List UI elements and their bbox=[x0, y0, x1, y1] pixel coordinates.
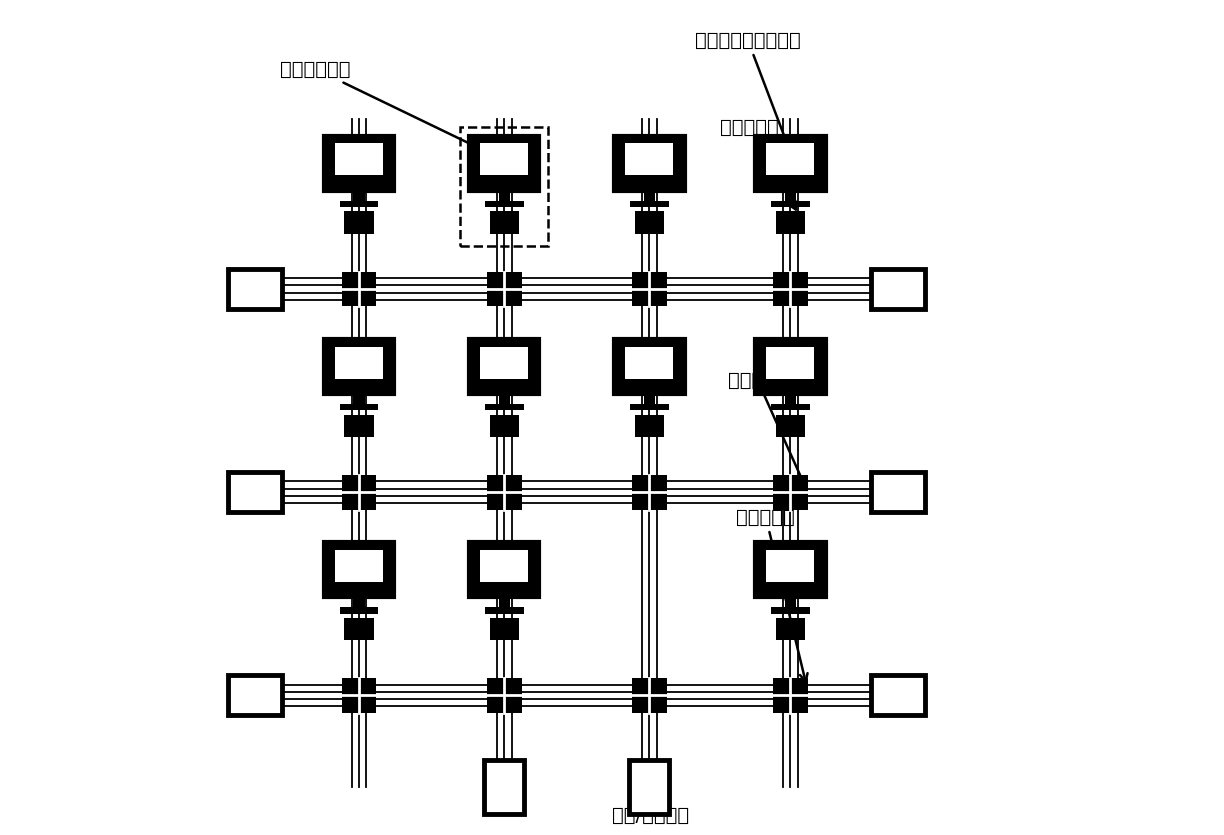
Text: 连接切换器: 连接切换器 bbox=[728, 371, 805, 487]
Bar bbox=[480, 550, 528, 582]
Bar bbox=[630, 200, 668, 207]
Bar bbox=[776, 618, 805, 640]
Bar bbox=[469, 542, 540, 597]
Bar bbox=[341, 678, 377, 713]
Bar bbox=[632, 678, 667, 713]
Bar bbox=[344, 618, 373, 640]
Bar bbox=[614, 339, 684, 394]
Bar bbox=[776, 211, 805, 234]
Bar bbox=[771, 607, 810, 614]
Bar bbox=[324, 542, 394, 597]
Bar bbox=[229, 676, 283, 716]
Bar bbox=[644, 394, 655, 404]
Bar bbox=[755, 542, 825, 597]
Bar bbox=[766, 550, 814, 582]
Bar bbox=[487, 475, 521, 509]
Bar bbox=[772, 271, 808, 306]
Bar bbox=[630, 404, 668, 411]
Bar bbox=[772, 475, 808, 509]
Text: 可配置逻辑块: 可配置逻辑块 bbox=[280, 59, 491, 154]
Bar bbox=[335, 144, 383, 175]
Bar bbox=[755, 136, 825, 190]
Bar bbox=[344, 415, 373, 438]
Bar bbox=[498, 190, 510, 200]
Bar bbox=[490, 415, 519, 438]
Bar bbox=[771, 404, 810, 411]
Bar bbox=[339, 200, 378, 207]
Bar bbox=[485, 607, 524, 614]
Text: 多路选择器: 多路选择器 bbox=[720, 118, 796, 210]
Bar bbox=[644, 190, 655, 200]
Bar bbox=[766, 347, 814, 378]
Bar bbox=[771, 200, 810, 207]
Bar bbox=[629, 760, 670, 813]
Bar bbox=[341, 271, 377, 306]
Bar bbox=[632, 271, 667, 306]
Bar bbox=[335, 347, 383, 378]
Bar bbox=[490, 211, 519, 234]
Bar bbox=[485, 404, 524, 411]
Bar bbox=[871, 676, 925, 716]
Bar bbox=[632, 475, 667, 509]
Bar bbox=[485, 200, 524, 207]
Bar bbox=[229, 269, 283, 309]
Bar bbox=[460, 128, 548, 246]
Bar bbox=[487, 678, 521, 713]
Bar bbox=[614, 136, 684, 190]
Bar bbox=[480, 347, 528, 378]
Bar bbox=[469, 136, 540, 190]
Bar bbox=[871, 269, 925, 309]
Bar bbox=[485, 760, 524, 813]
Bar bbox=[766, 144, 814, 175]
Bar bbox=[324, 136, 394, 190]
Bar bbox=[354, 394, 365, 404]
Bar bbox=[635, 211, 663, 234]
Bar bbox=[339, 607, 378, 614]
Bar bbox=[229, 473, 283, 512]
Bar bbox=[344, 211, 373, 234]
Bar bbox=[490, 618, 519, 640]
Bar bbox=[354, 190, 365, 200]
Bar bbox=[625, 347, 673, 378]
Bar bbox=[341, 475, 377, 509]
Bar bbox=[776, 415, 805, 438]
Bar bbox=[772, 678, 808, 713]
Bar bbox=[354, 597, 365, 607]
Bar bbox=[335, 550, 383, 582]
Bar bbox=[498, 394, 510, 404]
Text: 输入/输出模块: 输入/输出模块 bbox=[612, 792, 689, 825]
Bar bbox=[785, 394, 796, 404]
Bar bbox=[498, 597, 510, 607]
Bar bbox=[871, 473, 925, 512]
Bar bbox=[785, 597, 796, 607]
Bar bbox=[755, 339, 825, 394]
Text: 基于查找表的逻辑块: 基于查找表的逻辑块 bbox=[695, 31, 800, 147]
Bar bbox=[487, 271, 521, 306]
Bar bbox=[469, 339, 540, 394]
Bar bbox=[324, 339, 394, 394]
Text: 内建连接线: 内建连接线 bbox=[737, 508, 808, 681]
Bar bbox=[635, 415, 663, 438]
Bar bbox=[785, 190, 796, 200]
Bar bbox=[480, 144, 528, 175]
Bar bbox=[625, 144, 673, 175]
Bar bbox=[339, 404, 378, 411]
